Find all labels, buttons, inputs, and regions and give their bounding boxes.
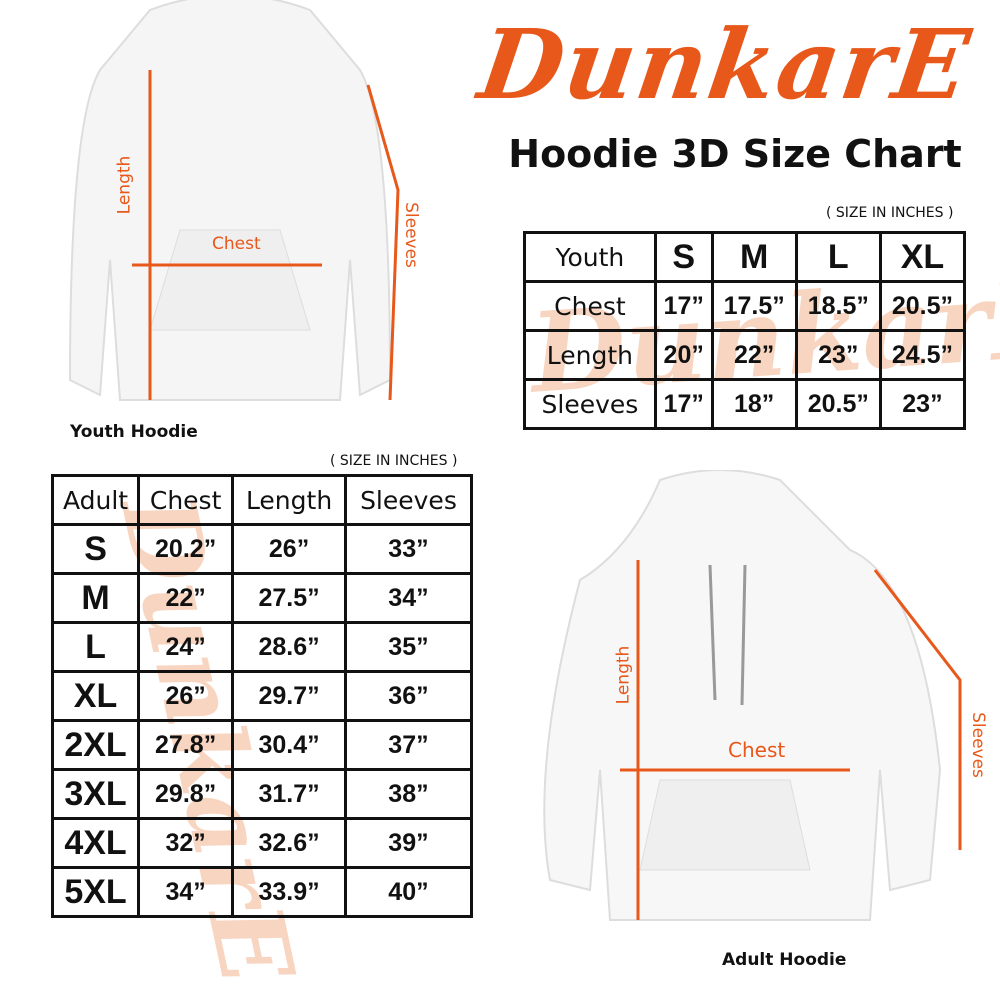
value-cell: 32.6” bbox=[231, 817, 347, 869]
table-header-row: Youth S M L XL bbox=[523, 231, 967, 283]
header-cell: Length bbox=[231, 474, 347, 526]
header-cell: M bbox=[710, 231, 798, 283]
value-cell: 39” bbox=[343, 817, 474, 869]
row-label-cell: 5XL bbox=[50, 866, 141, 918]
value-cell: 36” bbox=[343, 670, 474, 722]
adult-chest-label: Chest bbox=[728, 738, 786, 762]
adult-sleeves-label: Sleeves bbox=[967, 712, 988, 778]
value-cell: 35” bbox=[343, 621, 474, 673]
header-cell: Sleeves bbox=[343, 474, 474, 526]
value-cell: 33” bbox=[343, 523, 474, 575]
table-row: M 22” 27.5” 34” bbox=[50, 572, 474, 624]
adult-hoodie-caption: Adult Hoodie bbox=[722, 950, 847, 970]
value-cell: 23” bbox=[878, 378, 967, 430]
table-row: 5XL 34” 33.9” 40” bbox=[50, 866, 474, 918]
header-cell: Chest bbox=[137, 474, 235, 526]
row-label-cell: 2XL bbox=[50, 719, 141, 771]
table-row: L 24” 28.6” 35” bbox=[50, 621, 474, 673]
value-cell: 30.4” bbox=[231, 719, 347, 771]
value-cell: 18” bbox=[710, 378, 798, 430]
value-cell: 26” bbox=[137, 670, 235, 722]
value-cell: 24” bbox=[137, 621, 235, 673]
value-cell: 22” bbox=[137, 572, 235, 624]
row-label-cell: L bbox=[50, 621, 141, 673]
youth-hoodie-image bbox=[68, 0, 400, 401]
row-label-cell: 3XL bbox=[50, 768, 141, 820]
table-row: S 20.2” 26” 33” bbox=[50, 523, 474, 575]
youth-length-label: Length bbox=[114, 155, 135, 215]
table-row: XL 26” 29.7” 36” bbox=[50, 670, 474, 722]
value-cell: 27.5” bbox=[231, 572, 347, 624]
value-cell: 24.5” bbox=[878, 329, 967, 381]
value-cell: 27.8” bbox=[137, 719, 235, 771]
adult-length-label: Length bbox=[613, 645, 634, 705]
table-row: Length 20” 22” 23” 24.5” bbox=[523, 329, 967, 381]
header-cell: S bbox=[653, 231, 714, 283]
row-label-cell: S bbox=[50, 523, 141, 575]
value-cell: 29.8” bbox=[137, 768, 235, 820]
brand-logo: DunkarE bbox=[472, 8, 978, 121]
table-row: 2XL 27.8” 30.4” 37” bbox=[50, 719, 474, 771]
header-cell: L bbox=[794, 231, 882, 283]
row-label-cell: 4XL bbox=[50, 817, 141, 869]
value-cell: 20.2” bbox=[137, 523, 235, 575]
row-label-cell: XL bbox=[50, 670, 141, 722]
table-header-row: Adult Chest Length Sleeves bbox=[50, 474, 474, 526]
header-cell: Youth bbox=[523, 231, 657, 283]
table-row: 3XL 29.8” 31.7” 38” bbox=[50, 768, 474, 820]
value-cell: 26” bbox=[231, 523, 347, 575]
value-cell: 17” bbox=[653, 280, 714, 332]
youth-sleeves-label: Sleeves bbox=[400, 202, 421, 268]
value-cell: 23” bbox=[794, 329, 882, 381]
adult-unit-note: ( SIZE IN INCHES ) bbox=[330, 453, 458, 469]
value-cell: 18.5” bbox=[794, 280, 882, 332]
row-label-cell: Sleeves bbox=[523, 378, 657, 430]
value-cell: 33.9” bbox=[231, 866, 347, 918]
value-cell: 32” bbox=[137, 817, 235, 869]
adult-size-table: Adult Chest Length Sleeves S 20.2” 26” 33” M 22” 2… bbox=[50, 474, 474, 918]
header-cell: XL bbox=[878, 231, 967, 283]
value-cell: 40” bbox=[343, 866, 474, 918]
value-cell: 20.5” bbox=[794, 378, 882, 430]
value-cell: 34” bbox=[137, 866, 235, 918]
adult-hoodie-image bbox=[543, 470, 962, 921]
value-cell: 20” bbox=[653, 329, 714, 381]
row-label-cell: Length bbox=[523, 329, 657, 381]
value-cell: 17.5” bbox=[710, 280, 798, 332]
youth-hoodie-caption: Youth Hoodie bbox=[70, 422, 198, 442]
table-row: 4XL 32” 32.6” 39” bbox=[50, 817, 474, 869]
value-cell: 38” bbox=[343, 768, 474, 820]
value-cell: 29.7” bbox=[231, 670, 347, 722]
value-cell: 37” bbox=[343, 719, 474, 771]
youth-unit-note: ( SIZE IN INCHES ) bbox=[826, 205, 954, 221]
value-cell: 22” bbox=[710, 329, 798, 381]
table-row: Chest 17” 17.5” 18.5” 20.5” bbox=[523, 280, 967, 332]
value-cell: 20.5” bbox=[878, 280, 967, 332]
page-title: Hoodie 3D Size Chart bbox=[508, 132, 962, 176]
header-cell: Adult bbox=[50, 474, 141, 526]
value-cell: 31.7” bbox=[231, 768, 347, 820]
row-label-cell: Chest bbox=[523, 280, 657, 332]
youth-chest-label: Chest bbox=[212, 234, 261, 254]
value-cell: 28.6” bbox=[231, 621, 347, 673]
youth-size-table: Youth S M L XL Chest 17” 17.5” 18.5” 20.5” Length 2… bbox=[523, 231, 967, 430]
table-row: Sleeves 17” 18” 20.5” 23” bbox=[523, 378, 967, 430]
value-cell: 17” bbox=[653, 378, 714, 430]
value-cell: 34” bbox=[343, 572, 474, 624]
row-label-cell: M bbox=[50, 572, 141, 624]
